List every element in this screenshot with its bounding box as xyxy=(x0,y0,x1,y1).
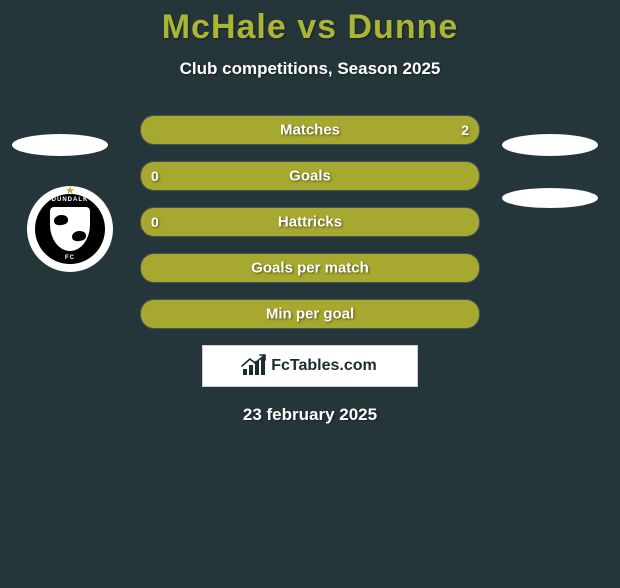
bar-label: Goals xyxy=(289,168,331,185)
stat-bars-container: Matches 2 Goals 0 Hattricks 0 Goals per match M… xyxy=(140,115,480,329)
placeholder-ellipse xyxy=(502,134,598,156)
stat-bar-row: Hattricks 0 xyxy=(140,207,480,237)
stat-bar-row: Min per goal xyxy=(140,299,480,329)
bar-label: Matches xyxy=(280,122,340,139)
stat-bar-row: Matches 2 xyxy=(140,115,480,145)
bar-label: Goals per match xyxy=(251,260,369,277)
bar-value-right: 2 xyxy=(461,122,469,138)
brand-text: FcTables.com xyxy=(271,357,377,375)
page-title: McHale vs Dunne xyxy=(0,8,620,47)
bar-label: Hattricks xyxy=(278,214,342,231)
bar-value-left: 0 xyxy=(151,214,159,230)
shield-icon xyxy=(50,207,90,251)
placeholder-ellipse xyxy=(502,188,598,208)
placeholder-ellipse xyxy=(12,134,108,156)
crest-top-text: DUNDALK xyxy=(52,197,89,203)
bar-label: Min per goal xyxy=(266,306,354,323)
brand-badge: FcTables.com xyxy=(202,345,418,387)
brand-chart-icon xyxy=(243,357,265,375)
footer-date: 23 february 2025 xyxy=(0,405,620,425)
stat-bar-row: Goals 0 xyxy=(140,161,480,191)
crest-bottom-text: FC xyxy=(65,255,75,261)
stat-bar-row: Goals per match xyxy=(140,253,480,283)
club-crest: ★ DUNDALK FC xyxy=(27,186,113,272)
page-subtitle: Club competitions, Season 2025 xyxy=(0,59,620,79)
bar-value-left: 0 xyxy=(151,168,159,184)
